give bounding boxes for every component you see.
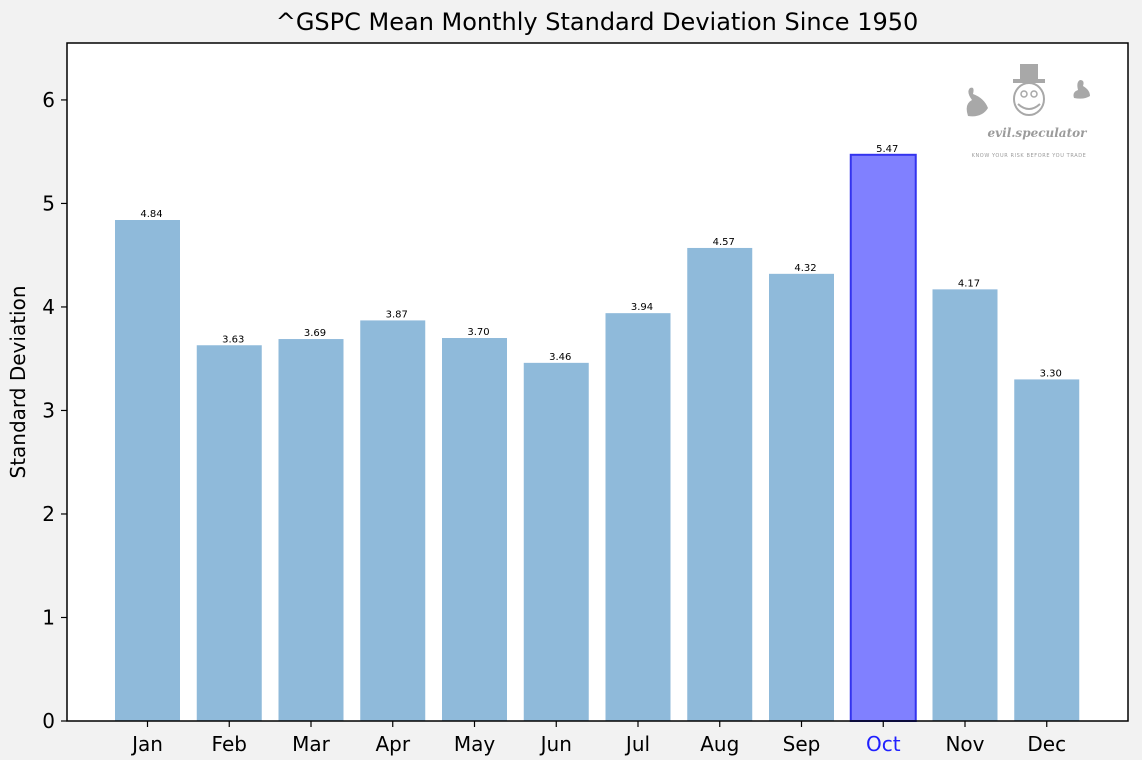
bar-oct (849, 153, 917, 723)
bar-dec (1014, 379, 1080, 721)
data-label-jul: 3.94 (631, 302, 653, 313)
data-label-jan: 4.84 (140, 209, 162, 220)
bar-series (115, 153, 1080, 723)
y-tick-label-4: 4 (42, 295, 55, 319)
y-tick-label-6: 6 (42, 88, 55, 112)
x-tick-label-may: May (454, 732, 496, 756)
data-label-may: 3.70 (467, 327, 489, 338)
y-axis-label: Standard Deviation (6, 285, 30, 478)
watermark-logo: evil.speculator KNOW YOUR RISK BEFORE YO… (966, 64, 1090, 159)
x-tick-label-oct: Oct (866, 732, 901, 756)
x-tick-label-feb: Feb (212, 732, 247, 756)
data-label-sep: 4.32 (794, 263, 816, 274)
y-tick-label-0: 0 (42, 709, 55, 733)
bar-jan (115, 220, 180, 721)
data-label-oct: 5.47 (876, 144, 898, 155)
chart-title: ^GSPC Mean Monthly Standard Deviation Si… (276, 8, 919, 36)
y-tick-label-2: 2 (42, 502, 55, 526)
x-tick-label-dec: Dec (1027, 732, 1066, 756)
y-axis-ticks: 0 1 2 3 4 5 6 (42, 88, 67, 733)
x-tick-label-mar: Mar (292, 732, 331, 756)
data-label-mar: 3.69 (304, 328, 326, 339)
x-tick-label-aug: Aug (700, 732, 739, 756)
data-label-dec: 3.30 (1040, 368, 1062, 379)
watermark-tagline: KNOW YOUR RISK BEFORE YOU TRADE (972, 153, 1087, 159)
bar-jul (605, 313, 671, 721)
plot-frame (66, 42, 1129, 722)
x-tick-label-jun: Jun (539, 732, 572, 756)
y-tick-label-1: 1 (42, 605, 55, 629)
bar-feb (196, 345, 262, 721)
x-axis-ticks: Jan Feb Mar Apr May Jun Jul Aug Sep Oct Nov Dec (130, 721, 1066, 756)
bar-jun (523, 362, 589, 721)
bar-aug (687, 247, 753, 721)
data-label-nov: 4.17 (958, 278, 980, 289)
y-tick-label-5: 5 (42, 191, 55, 215)
bar-nov (932, 289, 998, 721)
data-label-feb: 3.63 (222, 334, 244, 345)
x-tick-label-jan: Jan (130, 732, 163, 756)
data-labels: 4.84 3.63 3.69 3.87 3.70 3.46 3.94 4.57 4.32 5.47… (140, 144, 1062, 380)
data-label-apr: 3.87 (386, 309, 408, 320)
watermark-name: evil.speculator (988, 126, 1089, 140)
x-tick-label-apr: Apr (375, 732, 410, 756)
bar-apr (360, 320, 426, 721)
x-tick-label-sep: Sep (783, 732, 821, 756)
data-label-aug: 4.57 (713, 237, 735, 248)
y-tick-label-3: 3 (42, 398, 55, 422)
bar-may (442, 338, 507, 721)
x-tick-label-nov: Nov (945, 732, 984, 756)
bar-sep (769, 273, 834, 721)
x-tick-label-jul: Jul (624, 732, 650, 756)
top-hat-villain-logo-icon (966, 64, 1090, 117)
bar-mar (278, 339, 344, 721)
data-label-jun: 3.46 (549, 352, 571, 363)
